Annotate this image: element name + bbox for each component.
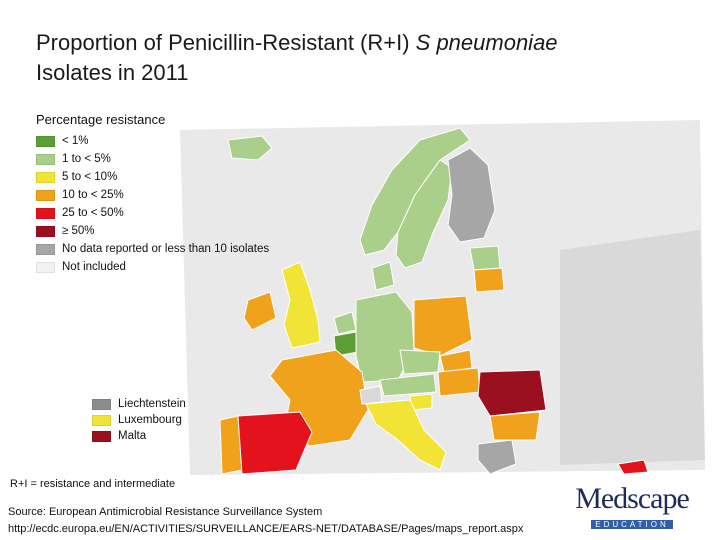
map-italy <box>365 399 447 471</box>
map-poland <box>413 295 473 357</box>
legend-label: 5 to < 10% <box>62 171 118 183</box>
small-state-label: Malta <box>118 430 147 442</box>
legend-label: Not included <box>62 261 126 273</box>
map-finland <box>447 147 496 243</box>
legend-title: Percentage resistance <box>34 112 168 127</box>
legend-item: ≥ 50% <box>36 222 269 240</box>
legend-item: Not included <box>36 258 269 276</box>
legend-swatch <box>92 414 111 426</box>
logo-wordmark: Medscape <box>575 482 690 515</box>
legend-swatch <box>36 153 55 165</box>
logo-subtitle: EDUCATION <box>591 520 673 529</box>
source-url[interactable]: http://ecdc.europa.eu/EN/ACTIVITIES/SURV… <box>8 523 524 535</box>
map-iceland <box>227 135 273 161</box>
legend-item: 5 to < 10% <box>36 168 269 186</box>
legend-swatch <box>36 171 55 183</box>
title-line1: Proportion of Penicillin-Resistant (R+I) <box>36 30 416 55</box>
legend-swatch <box>36 225 55 237</box>
europe-map <box>0 100 720 480</box>
legend-item: < 1% <box>36 132 269 150</box>
map-denmark <box>371 261 395 291</box>
map-norway <box>359 127 471 256</box>
legend: < 1% 1 to < 5% 5 to < 10% 10 to < 25% 25… <box>36 132 269 276</box>
legend-item: No data reported or less than 10 isolate… <box>36 240 269 258</box>
small-state-label: Liechtenstein <box>118 398 186 410</box>
map-uk <box>281 261 321 349</box>
title-line2: Isolates in 2011 <box>36 60 189 85</box>
map-greece <box>477 439 517 475</box>
legend-swatch <box>92 430 111 442</box>
legend-swatch <box>36 243 55 255</box>
source-citation: Source: European Antimicrobial Resistanc… <box>8 504 523 538</box>
map-hungary <box>437 367 481 397</box>
slide-title: Proportion of Penicillin-Resistant (R+I)… <box>36 28 696 88</box>
map-cyprus <box>617 459 649 475</box>
legend-item: 10 to < 25% <box>36 186 269 204</box>
small-states-legend: Liechtenstein Luxembourg Malta <box>92 396 186 444</box>
small-state-item: Liechtenstein <box>92 396 186 412</box>
legend-swatch <box>36 135 55 147</box>
map-czech <box>399 349 441 375</box>
map-estonia-latvia <box>469 245 501 271</box>
source-line: Source: European Antimicrobial Resistanc… <box>8 506 323 518</box>
legend-label: No data reported or less than 10 isolate… <box>62 243 270 255</box>
legend-swatch <box>92 398 111 410</box>
medscape-logo: Medscape EDUCATION <box>572 482 692 529</box>
map-lithuania <box>473 267 505 293</box>
legend-swatch <box>36 207 55 219</box>
legend-label: ≥ 50% <box>62 225 95 237</box>
legend-item: 1 to < 5% <box>36 150 269 168</box>
map-bulgaria <box>489 411 541 441</box>
map-romania <box>477 369 547 417</box>
map-ireland <box>243 291 277 331</box>
map-austria <box>379 373 437 397</box>
legend-label: 10 to < 25% <box>62 189 124 201</box>
map-sweden <box>395 159 453 269</box>
legend-item: 25 to < 50% <box>36 204 269 222</box>
small-state-item: Malta <box>92 428 186 444</box>
legend-swatch <box>36 189 55 201</box>
legend-label: < 1% <box>62 135 89 147</box>
small-state-label: Luxembourg <box>118 414 182 426</box>
legend-label: 25 to < 50% <box>62 207 124 219</box>
map-slovakia <box>439 349 473 373</box>
small-state-item: Luxembourg <box>92 412 186 428</box>
title-organism: S pneumoniae <box>415 30 558 55</box>
legend-label: 1 to < 5% <box>62 153 111 165</box>
definition-note: R+I = resistance and intermediate <box>8 478 178 490</box>
legend-swatch <box>36 261 55 273</box>
map-spain <box>237 411 313 475</box>
